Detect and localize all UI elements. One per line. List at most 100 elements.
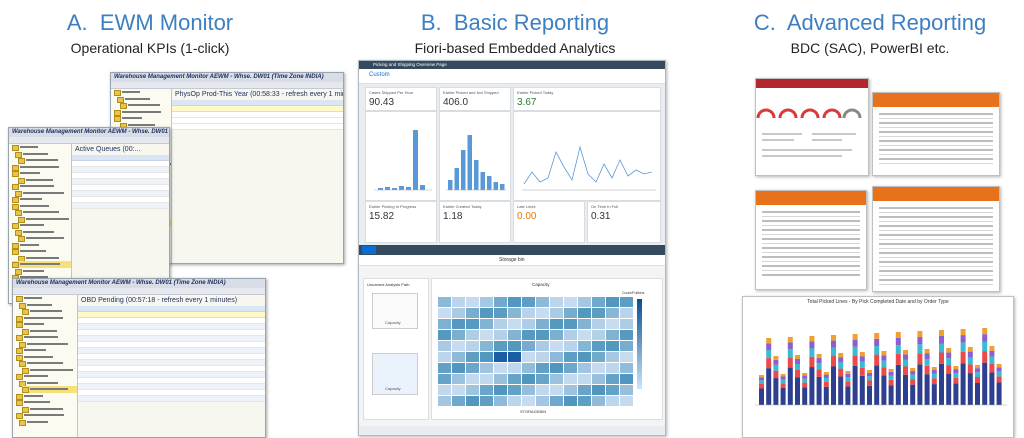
tree-node[interactable] [117,96,171,103]
tree-node[interactable] [12,242,71,249]
stacked-bar-segment [903,374,908,405]
chart-card-shipped-per-hour[interactable] [365,111,437,201]
tree-node[interactable] [16,412,77,419]
table-row[interactable] [78,396,265,402]
tree-node[interactable] [15,190,71,197]
tree-node[interactable] [18,235,71,242]
table-row[interactable] [78,366,265,372]
tree-node[interactable] [12,222,71,229]
tree-node[interactable] [12,144,71,151]
table-row[interactable] [78,360,265,366]
tree-node[interactable] [22,406,77,413]
chart-card-picked-trend[interactable] [513,111,661,201]
tree-node[interactable] [12,261,71,268]
heatmap-xlabel: STORAGEBIN [520,409,547,414]
tree-node[interactable] [16,295,77,302]
chart-card-picked-not-shipped[interactable] [439,111,511,201]
table-row[interactable] [78,336,265,342]
kpi-label: Late Lines [517,204,536,209]
tree-node[interactable] [15,209,71,216]
tree-node[interactable] [15,229,71,236]
heatmap-cell [508,374,521,384]
tree-node[interactable] [16,373,77,380]
table-row[interactable] [78,384,265,390]
tree-node[interactable] [12,196,71,203]
tree-node[interactable] [114,89,171,96]
tree-node[interactable] [12,170,71,177]
kpi-card-picking-in-progress[interactable]: Earlier Picking In Progress 15.82 [365,201,437,243]
table-row[interactable] [78,390,265,396]
heatmap-panel[interactable]: Capacity Count/Fullbins STORAGEBIN [431,278,663,420]
kpi-card-created-today[interactable]: Earlier Created Today 1.18 [439,201,511,243]
stacked-bar-segment [910,368,916,371]
kpi-card-otif[interactable]: On Time In Full 0.31 [587,201,661,243]
table-row[interactable] [78,318,265,324]
table-row[interactable] [72,185,169,191]
tree-node[interactable] [114,115,171,122]
table-row[interactable] [78,354,265,360]
tree-node[interactable] [16,334,77,341]
report-orange-1[interactable] [872,92,1000,176]
tree-node[interactable] [18,177,71,184]
table-row[interactable] [78,378,265,384]
heatmap-cell [564,396,577,406]
tree-node[interactable] [19,419,77,426]
report-orange-3[interactable] [872,186,1000,292]
heatmap-cell [564,385,577,395]
table-row[interactable] [78,342,265,348]
variant-selector[interactable]: Custom [369,72,390,78]
table-row[interactable] [78,348,265,354]
tree-node[interactable] [19,302,77,309]
gauge [756,108,776,119]
fiori-overview-page[interactable]: Picking and Shipping Overview Page Custo… [358,60,666,436]
navigation-tree[interactable] [13,295,78,437]
tree-node[interactable] [120,102,171,109]
analysis-path-panel[interactable]: Unnamed Analysis Path Capacity Capacity [363,278,429,420]
kpi-card-picked-not-shipped[interactable]: Earlier Picked and Not Shipped 406.0 [439,87,511,111]
tree-node[interactable] [16,315,77,322]
table-row[interactable] [72,161,169,167]
stacked-bar-segment [895,364,901,405]
tree-node[interactable] [22,328,77,335]
powerbi-stacked-chart[interactable]: Total Picked Lines - By Pick Completed D… [742,296,1014,438]
table-row[interactable] [72,167,169,173]
kpi-card-picked-today[interactable]: Earlier Picked Today 3.67 [513,87,661,111]
tree-node[interactable] [16,321,77,328]
table-row[interactable] [78,330,265,336]
tree-node[interactable] [12,248,71,255]
table-row[interactable] [72,173,169,179]
section-a-heading: A. EWM Monitor Operational KPIs (1-click… [40,10,260,56]
tree-node[interactable] [22,386,77,393]
tree-node[interactable] [16,354,77,361]
ewm-monitor-window-obd[interactable]: Warehouse Management Monitor AEWM - Whse… [12,278,266,438]
tree-node[interactable] [19,341,77,348]
table-row[interactable] [72,203,169,209]
tree-node[interactable] [22,367,77,374]
table-row[interactable] [72,179,169,185]
stacked-bar-segment [845,377,851,382]
tree-node[interactable] [114,109,171,116]
analysis-step-2[interactable]: Capacity [372,353,418,395]
tree-node[interactable] [15,268,71,275]
analysis-step-1[interactable]: Capacity [372,293,418,329]
tree-node[interactable] [18,216,71,223]
sac-dashboard-gauges[interactable] [755,78,869,176]
report-orange-2[interactable] [755,190,867,290]
kpi-card-late-lines[interactable]: Late Lines 0.00 [513,201,585,243]
tree-node[interactable] [12,164,71,171]
tree-node[interactable] [12,203,71,210]
table-row[interactable] [72,191,169,197]
tree-node[interactable] [18,157,71,164]
tree-node[interactable] [12,183,71,190]
stacked-bar-segment [960,363,966,405]
table-row[interactable] [72,197,169,203]
tree-node[interactable] [15,151,71,158]
table-row[interactable] [78,372,265,378]
tree-node[interactable] [19,360,77,367]
tree-node[interactable] [22,308,77,315]
kpi-card-cases-shipped[interactable]: Cases Shipped Per Hour 90.43 [365,87,437,111]
tree-node[interactable] [16,347,77,354]
tree-node[interactable] [16,393,77,400]
tree-node[interactable] [16,399,77,406]
table-row[interactable] [78,324,265,330]
